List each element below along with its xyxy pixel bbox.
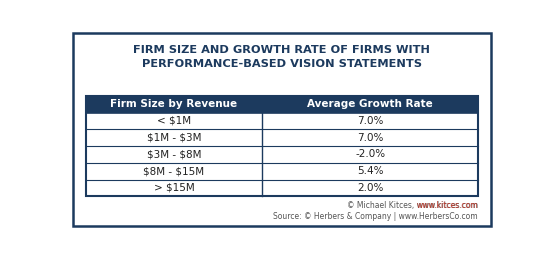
Text: -2.0%: -2.0% — [355, 150, 385, 159]
Text: 2.0%: 2.0% — [357, 183, 383, 193]
Text: > \$15M: > \$15M — [153, 183, 194, 193]
Text: Source: © Herbers & Company | www.HerbersCo.com: Source: © Herbers & Company | www.Herber… — [273, 211, 478, 220]
Text: \$3M - \$8M: \$3M - \$8M — [147, 150, 201, 159]
Bar — [86, 96, 478, 113]
Text: Firm Size by Revenue: Firm Size by Revenue — [111, 99, 238, 109]
Bar — [86, 113, 478, 129]
Text: 7.0%: 7.0% — [357, 133, 383, 143]
Text: © Michael Kitces, www.kitces.com: © Michael Kitces, www.kitces.com — [347, 201, 478, 210]
Bar — [86, 96, 478, 196]
Bar — [86, 163, 478, 179]
Text: 7.0%: 7.0% — [357, 116, 383, 126]
Text: Average Growth Rate: Average Growth Rate — [307, 99, 433, 109]
Text: FIRM SIZE AND GROWTH RATE OF FIRMS WITH
PERFORMANCE-BASED VISION STATEMENTS: FIRM SIZE AND GROWTH RATE OF FIRMS WITH … — [134, 45, 430, 69]
Text: 5.4%: 5.4% — [357, 166, 383, 176]
Bar — [86, 129, 478, 146]
Text: \$1M - \$3M: \$1M - \$3M — [147, 133, 201, 143]
Bar — [86, 179, 478, 196]
Text: < \$1M: < \$1M — [157, 116, 191, 126]
Bar — [86, 146, 478, 163]
Text: \$8M - \$15M: \$8M - \$15M — [144, 166, 205, 176]
Text: www.kitces.com: www.kitces.com — [416, 201, 478, 210]
